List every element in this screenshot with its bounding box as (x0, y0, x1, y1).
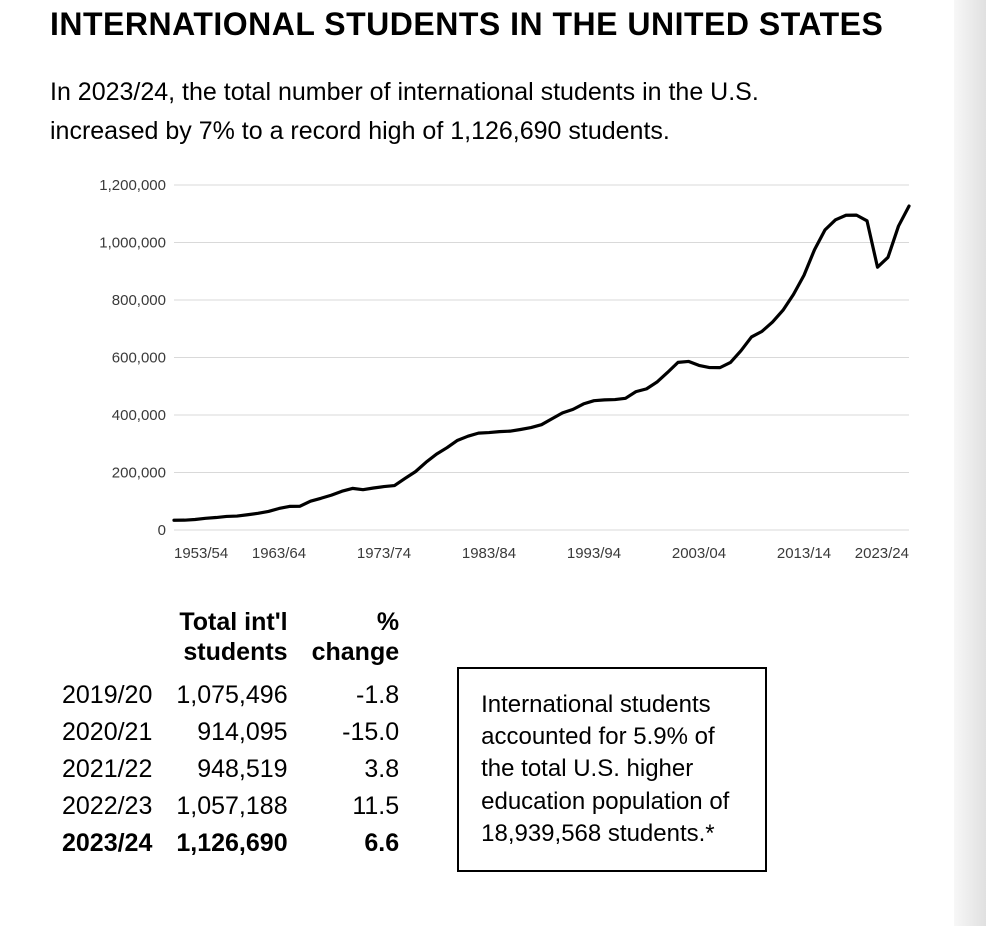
table-row: 2022/231,057,18811.5 (50, 788, 411, 825)
cell-total: 1,057,188 (164, 788, 299, 825)
table-header-change: %change (300, 607, 412, 677)
cell-change: -1.8 (300, 677, 412, 714)
chart-svg: 0 200,000 400,000 600,000 800,000 1,000,000 1,… (44, 175, 924, 585)
table-row: 2019/201,075,496-1.8 (50, 677, 411, 714)
table-body: 2019/201,075,496-1.82020/21914,095-15.02… (50, 677, 411, 862)
cell-year: 2022/23 (50, 788, 164, 825)
table-row: 2020/21914,095-15.0 (50, 714, 411, 751)
cell-total: 1,075,496 (164, 677, 299, 714)
subtitle-text: In 2023/24, the total number of internat… (50, 73, 870, 175)
cell-year: 2021/22 (50, 751, 164, 788)
svg-text:1993/94: 1993/94 (567, 545, 621, 562)
svg-text:1973/74: 1973/74 (357, 545, 411, 562)
svg-text:1963/64: 1963/64 (252, 545, 306, 562)
cell-total: 1,126,690 (164, 825, 299, 862)
page-title: INTERNATIONAL STUDENTS IN THE UNITED STA… (50, 0, 936, 73)
svg-text:2013/14: 2013/14 (777, 545, 831, 562)
cell-change: 11.5 (300, 788, 412, 825)
svg-text:1953/54: 1953/54 (174, 545, 228, 562)
summary-table: Total int'lstudents %change 2019/201,075… (50, 607, 411, 862)
table-row: 2023/241,126,6906.6 (50, 825, 411, 862)
line-chart: 0 200,000 400,000 600,000 800,000 1,000,000 1,… (44, 175, 924, 585)
cell-total: 914,095 (164, 714, 299, 751)
cell-change: -15.0 (300, 714, 412, 751)
table-row: 2021/22948,5193.8 (50, 751, 411, 788)
svg-text:2023/24: 2023/24 (855, 545, 909, 562)
cell-year: 2023/24 (50, 825, 164, 862)
table-header-total: Total int'lstudents (164, 607, 299, 677)
svg-text:200,000: 200,000 (112, 464, 166, 481)
svg-text:400,000: 400,000 (112, 407, 166, 424)
svg-text:600,000: 600,000 (112, 349, 166, 366)
cell-change: 6.6 (300, 825, 412, 862)
cell-year: 2019/20 (50, 677, 164, 714)
cell-change: 3.8 (300, 751, 412, 788)
svg-text:1983/84: 1983/84 (462, 545, 516, 562)
cell-year: 2020/21 (50, 714, 164, 751)
callout-box: International students accounted for 5.9… (457, 667, 767, 873)
svg-text:0: 0 (158, 522, 166, 539)
svg-text:2003/04: 2003/04 (672, 545, 726, 562)
svg-text:1,200,000: 1,200,000 (99, 177, 166, 194)
cell-total: 948,519 (164, 751, 299, 788)
table-header-year (50, 607, 164, 677)
svg-text:800,000: 800,000 (112, 292, 166, 309)
svg-text:1,000,000: 1,000,000 (99, 234, 166, 251)
